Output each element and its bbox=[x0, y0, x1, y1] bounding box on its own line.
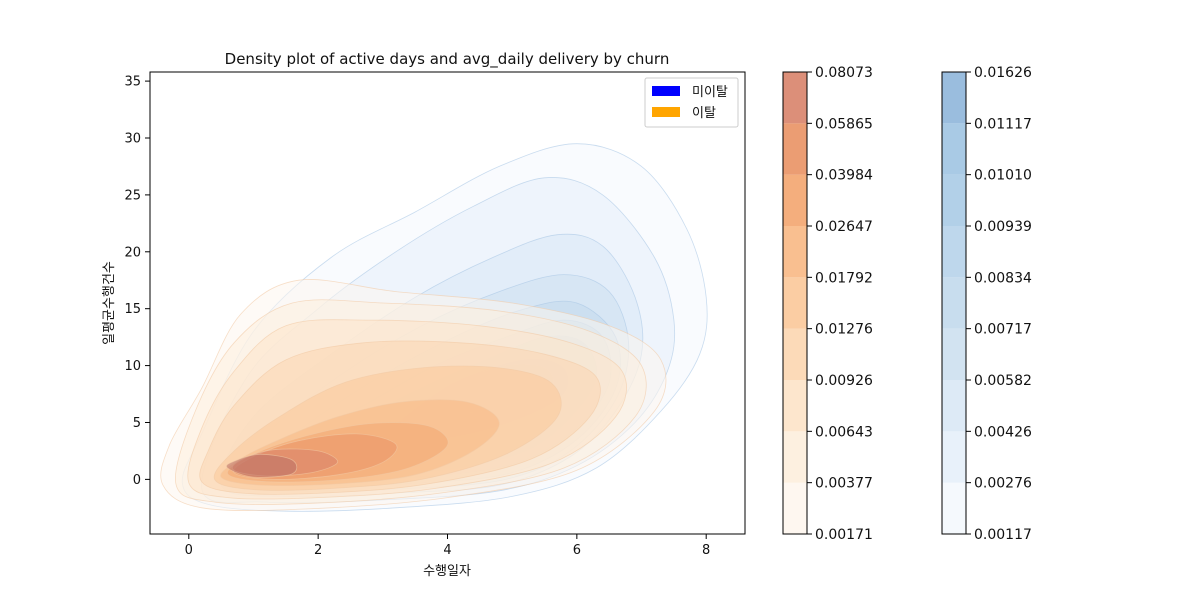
y-tick-label: 15 bbox=[124, 302, 141, 317]
y-tick-label: 20 bbox=[124, 245, 141, 260]
x-axis-label: 수행일자 bbox=[423, 563, 471, 579]
y-tick-label: 0 bbox=[133, 473, 141, 488]
colorbar-tick-label: 0.00377 bbox=[815, 476, 873, 492]
colorbar-tick-label: 0.01626 bbox=[974, 65, 1032, 81]
chart-title: Density plot of active days and avg_dail… bbox=[225, 50, 670, 69]
density-series-churned bbox=[160, 279, 667, 511]
colorbar-retained: 0.00117 0.00276 0.00426 0.00582 0.00717 0.008… bbox=[941, 65, 1032, 543]
y-tick-label: 10 bbox=[124, 359, 141, 374]
x-tick-label: 2 bbox=[314, 543, 322, 558]
colorbar-band bbox=[942, 482, 966, 534]
y-tick-label: 25 bbox=[124, 188, 141, 203]
colorbar-tick-label: 0.00426 bbox=[974, 424, 1032, 440]
colorbar-band bbox=[783, 277, 807, 329]
colorbar-frame bbox=[941, 71, 967, 535]
colorbar-tick-label: 0.01792 bbox=[815, 270, 873, 286]
legend-label-retained: 미이탈 bbox=[692, 85, 728, 100]
colorbar-tick-label: 0.00926 bbox=[815, 373, 873, 389]
colorbar-tick-label: 0.01010 bbox=[974, 168, 1032, 184]
colorbar-tick-label: 0.00834 bbox=[974, 270, 1032, 286]
colorbar-tick-label: 0.01117 bbox=[974, 116, 1032, 132]
colorbar-band bbox=[783, 482, 807, 534]
density-contour-level-10 bbox=[226, 453, 298, 478]
colorbar-band bbox=[783, 431, 807, 483]
x-axis: 0 2 4 6 8 bbox=[185, 534, 710, 558]
y-tick-label: 5 bbox=[133, 416, 141, 431]
colorbar-band bbox=[942, 123, 966, 175]
colorbar-tick-label: 0.00643 bbox=[815, 424, 873, 440]
colorbar-band bbox=[942, 328, 966, 380]
x-tick-label: 6 bbox=[573, 543, 581, 558]
colorbar-band bbox=[942, 431, 966, 483]
colorbar-tick-label: 0.08073 bbox=[815, 65, 873, 81]
colorbar-tick-label: 0.05865 bbox=[815, 116, 873, 132]
colorbar-band bbox=[783, 72, 807, 124]
colorbar-tick-label: 0.00276 bbox=[974, 476, 1032, 492]
colorbar-tick-label: 0.00117 bbox=[974, 527, 1032, 543]
colorbar-frame bbox=[782, 71, 808, 535]
y-axis-label: 일평균수행건수 bbox=[101, 261, 117, 345]
legend: 미이탈 이탈 bbox=[644, 77, 739, 128]
colorbar-band bbox=[942, 174, 966, 226]
colorbar-band bbox=[942, 277, 966, 329]
colorbar-band bbox=[942, 72, 966, 124]
colorbar-band bbox=[783, 226, 807, 278]
x-tick-label: 4 bbox=[443, 543, 451, 558]
x-tick-label: 8 bbox=[702, 543, 710, 558]
colorbar-tick-label: 0.03984 bbox=[815, 168, 873, 184]
colorbar-tick-label: 0.02647 bbox=[815, 219, 873, 235]
y-tick-label: 30 bbox=[124, 132, 141, 147]
density-layers bbox=[160, 143, 708, 512]
colorbar-band bbox=[783, 380, 807, 432]
colorbar-churned: 0.00171 0.00377 0.00643 0.00926 0.01276 0.017… bbox=[782, 65, 873, 543]
x-tick-label: 0 bbox=[185, 543, 193, 558]
y-axis: 0 5 10 15 20 25 30 35 bbox=[124, 75, 150, 488]
legend-swatch-retained bbox=[652, 86, 680, 96]
y-tick-label: 35 bbox=[124, 75, 141, 90]
colorbar-tick-label: 0.00717 bbox=[974, 322, 1032, 338]
colorbar-tick-label: 0.01276 bbox=[815, 322, 873, 338]
legend-swatch-churned bbox=[652, 107, 680, 117]
legend-label-churned: 이탈 bbox=[692, 106, 716, 121]
colorbar-band bbox=[942, 226, 966, 278]
colorbar-band bbox=[942, 380, 966, 432]
colorbar-band bbox=[783, 123, 807, 175]
colorbar-tick-label: 0.00939 bbox=[974, 219, 1032, 235]
colorbar-band bbox=[783, 328, 807, 380]
colorbar-tick-label: 0.00582 bbox=[974, 373, 1032, 389]
colorbar-tick-label: 0.00171 bbox=[815, 527, 873, 543]
colorbar-band bbox=[783, 174, 807, 226]
